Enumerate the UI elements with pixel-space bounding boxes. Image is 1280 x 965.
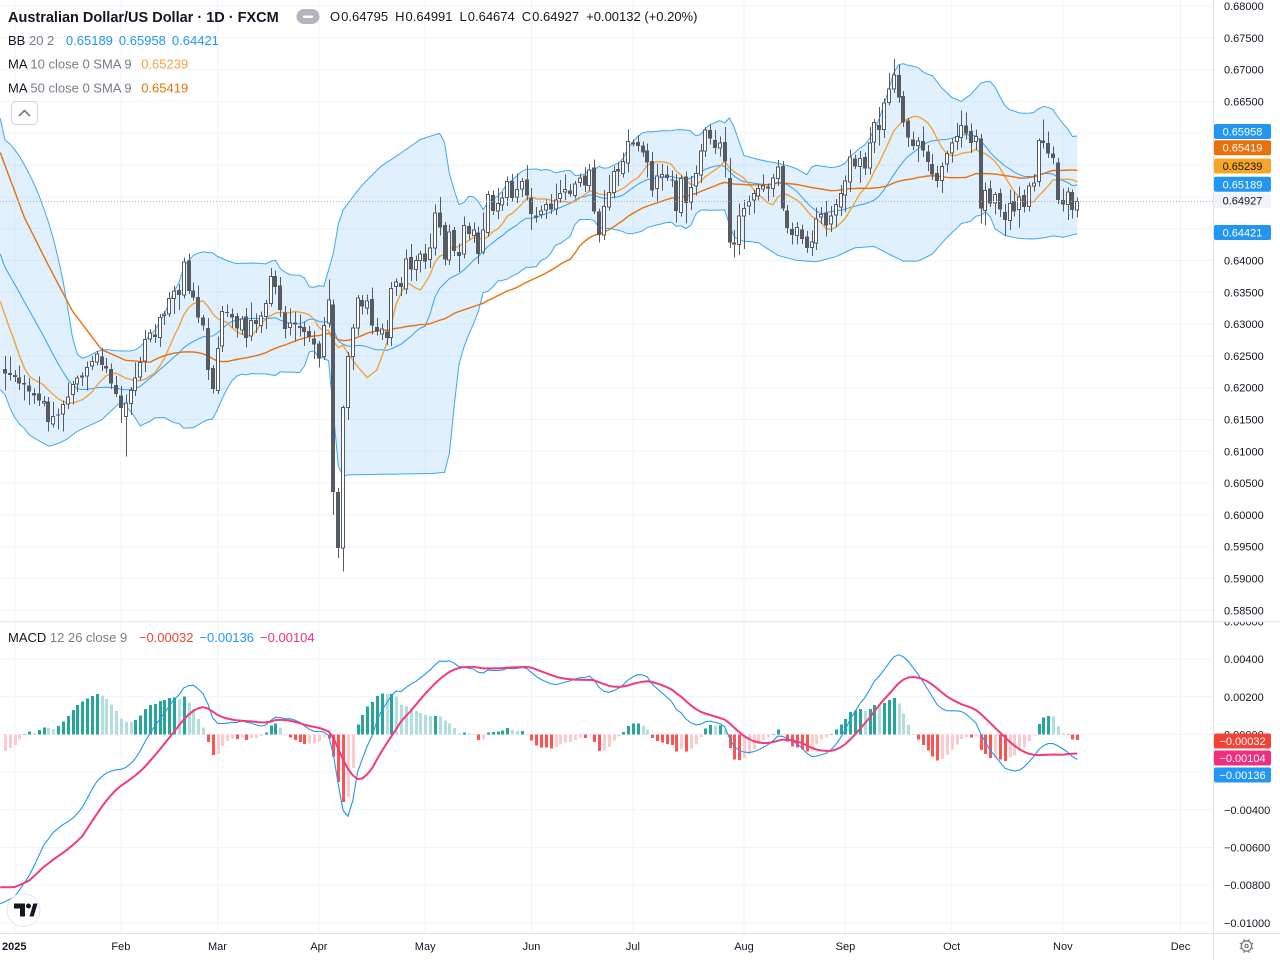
svg-text:MA 10 close 0 SMA 9 0.65239: MA 10 close 0 SMA 9 0.65239 bbox=[8, 57, 188, 72]
svg-text:−0.01000: −0.01000 bbox=[1224, 918, 1270, 930]
svg-text:MACD 12 26 close 9 −0.00032−0.: MACD 12 26 close 9 −0.00032−0.00136−0.00… bbox=[8, 630, 315, 645]
svg-text:0.65239: 0.65239 bbox=[1223, 161, 1263, 173]
svg-text:0.67000: 0.67000 bbox=[1224, 65, 1264, 77]
svg-text:−0.00800: −0.00800 bbox=[1224, 880, 1270, 892]
svg-text:Oct: Oct bbox=[943, 941, 960, 953]
svg-text:0.63000: 0.63000 bbox=[1224, 319, 1264, 331]
svg-text:Aug: Aug bbox=[734, 941, 754, 953]
svg-text:0.60500: 0.60500 bbox=[1224, 478, 1264, 490]
svg-text:0.63500: 0.63500 bbox=[1224, 287, 1264, 299]
svg-text:Dec: Dec bbox=[1171, 941, 1191, 953]
svg-text:0.68000: 0.68000 bbox=[1224, 1, 1264, 13]
svg-text:0.00200: 0.00200 bbox=[1224, 692, 1264, 704]
svg-text:0.59500: 0.59500 bbox=[1224, 542, 1264, 554]
svg-text:−0.00032: −0.00032 bbox=[1219, 736, 1265, 748]
svg-text:0.64000: 0.64000 bbox=[1224, 256, 1264, 268]
svg-text:Jun: Jun bbox=[523, 941, 541, 953]
svg-text:MA 50 close 0 SMA 9 0.65419: MA 50 close 0 SMA 9 0.65419 bbox=[8, 81, 188, 96]
svg-text:0.00400: 0.00400 bbox=[1224, 654, 1264, 666]
svg-text:0.67500: 0.67500 bbox=[1224, 33, 1264, 45]
svg-text:0.59000: 0.59000 bbox=[1224, 574, 1264, 586]
svg-text:−0.00400: −0.00400 bbox=[1224, 805, 1270, 817]
svg-text:0.60000: 0.60000 bbox=[1224, 510, 1264, 522]
svg-text:−0.00136: −0.00136 bbox=[1219, 770, 1265, 782]
svg-text:0.65419: 0.65419 bbox=[1223, 143, 1263, 155]
svg-text:Mar: Mar bbox=[208, 941, 227, 953]
svg-text:0.66500: 0.66500 bbox=[1224, 97, 1264, 109]
svg-text:0.65189: 0.65189 bbox=[1223, 179, 1263, 191]
svg-text:0.61000: 0.61000 bbox=[1224, 446, 1264, 458]
svg-text:Feb: Feb bbox=[111, 941, 130, 953]
svg-text:Sep: Sep bbox=[836, 941, 856, 953]
svg-text:0.65958: 0.65958 bbox=[1223, 127, 1263, 139]
svg-text:0.64927: 0.64927 bbox=[1223, 196, 1263, 208]
svg-text:Apr: Apr bbox=[310, 941, 327, 953]
svg-text:0.64421: 0.64421 bbox=[1223, 228, 1263, 240]
svg-text:−0.00104: −0.00104 bbox=[1219, 753, 1265, 765]
svg-text:Jul: Jul bbox=[626, 941, 640, 953]
svg-text:May: May bbox=[415, 941, 436, 953]
svg-text:Australian Dollar/US Dollar ·: Australian Dollar/US Dollar · 1D · FXCM bbox=[8, 10, 279, 26]
svg-text:−0.00600: −0.00600 bbox=[1224, 843, 1270, 855]
svg-text:0.61500: 0.61500 bbox=[1224, 415, 1264, 427]
svg-text:0.58500: 0.58500 bbox=[1224, 605, 1264, 617]
svg-text:Nov: Nov bbox=[1053, 941, 1073, 953]
svg-text:2025: 2025 bbox=[2, 941, 26, 953]
svg-text:0.62500: 0.62500 bbox=[1224, 351, 1264, 363]
svg-text:0.62000: 0.62000 bbox=[1224, 383, 1264, 395]
